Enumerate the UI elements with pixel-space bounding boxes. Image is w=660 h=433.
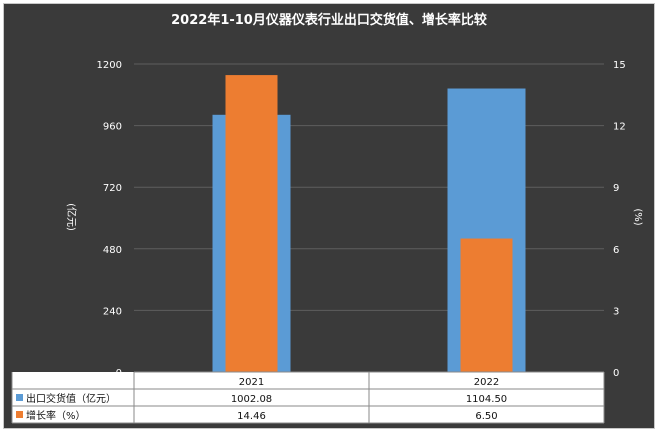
bars — [212, 75, 526, 373]
y2-axis-label: (%) — [632, 208, 643, 225]
y2-axis-ticks: 0 3 6 9 12 15 — [613, 60, 626, 379]
data-label: 14.46 — [237, 411, 266, 422]
category-label: 2022 — [474, 377, 499, 388]
chart-svg: 2022年1-10月仪器仪表行业出口交货值、增长率比较 024048072096… — [4, 4, 654, 428]
table-background — [12, 372, 604, 423]
y2-tick-label: 15 — [613, 60, 626, 71]
y2-tick-label: 9 — [613, 183, 619, 194]
y-tick-label: 1200 — [97, 60, 122, 71]
y-tick-label: 480 — [103, 245, 122, 256]
data-label: 6.50 — [475, 411, 497, 422]
bar-growth-rate — [225, 75, 278, 372]
chart-background — [4, 4, 654, 428]
y2-tick-label: 0 — [613, 368, 619, 379]
y-tick-label: 720 — [103, 183, 122, 194]
y2-tick-label: 12 — [613, 122, 626, 133]
y-tick-label: 240 — [103, 306, 122, 317]
y2-tick-label: 3 — [613, 306, 619, 317]
legend-swatch — [16, 411, 23, 418]
data-label: 1104.50 — [466, 394, 507, 405]
y-axis-label: (亿元) — [65, 203, 78, 231]
chart-frame: 2022年1-10月仪器仪表行业出口交货值、增长率比较 024048072096… — [3, 3, 655, 429]
data-label: 1002.08 — [231, 394, 272, 405]
bar-growth-rate — [460, 238, 513, 372]
series-name: 出口交货值（亿元） — [26, 392, 116, 405]
y2-tick-label: 6 — [613, 245, 619, 256]
category-label: 2021 — [239, 377, 264, 388]
legend-swatch — [16, 394, 23, 401]
series-name: 增长率（%） — [26, 409, 86, 422]
data-table: 2021 2022 出口交货值（亿元） 1002.08 1104.50 增长率（%） 14.… — [11, 371, 605, 424]
chart-title: 2022年1-10月仪器仪表行业出口交货值、增长率比较 — [171, 12, 487, 28]
y-tick-label: 960 — [103, 122, 122, 133]
